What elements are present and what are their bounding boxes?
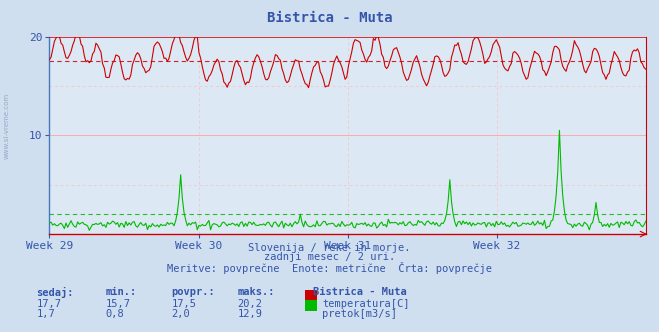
Text: Slovenija / reke in morje.: Slovenija / reke in morje. — [248, 243, 411, 253]
Text: 17,7: 17,7 — [36, 299, 61, 309]
Text: 12,9: 12,9 — [237, 309, 262, 319]
Text: 15,7: 15,7 — [105, 299, 130, 309]
Text: 20,2: 20,2 — [237, 299, 262, 309]
Text: pretok[m3/s]: pretok[m3/s] — [322, 309, 397, 319]
Text: www.si-vreme.com: www.si-vreme.com — [3, 93, 10, 159]
Text: zadnji mesec / 2 uri.: zadnji mesec / 2 uri. — [264, 252, 395, 262]
Text: maks.:: maks.: — [237, 287, 275, 297]
Text: 0,8: 0,8 — [105, 309, 124, 319]
Text: Bistrica - Muta: Bistrica - Muta — [267, 11, 392, 25]
Text: Bistrica - Muta: Bistrica - Muta — [313, 287, 407, 297]
Text: Meritve: povprečne  Enote: metrične  Črta: povprečje: Meritve: povprečne Enote: metrične Črta:… — [167, 262, 492, 274]
Text: min.:: min.: — [105, 287, 136, 297]
Text: 2,0: 2,0 — [171, 309, 190, 319]
Text: 17,5: 17,5 — [171, 299, 196, 309]
Text: temperatura[C]: temperatura[C] — [322, 299, 410, 309]
Text: sedaj:: sedaj: — [36, 287, 74, 298]
Text: 1,7: 1,7 — [36, 309, 55, 319]
Text: povpr.:: povpr.: — [171, 287, 215, 297]
